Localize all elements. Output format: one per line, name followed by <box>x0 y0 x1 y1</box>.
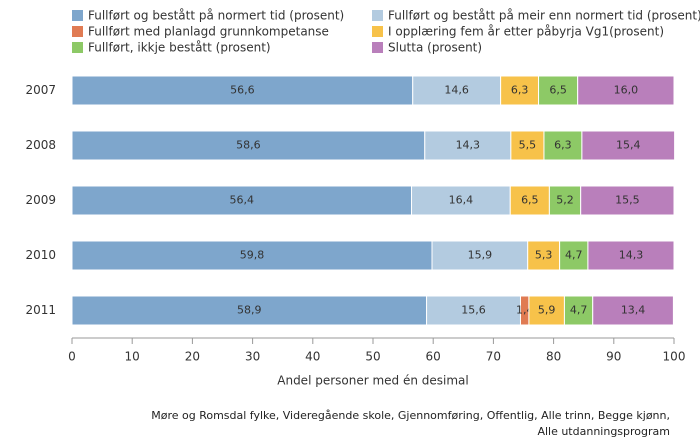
legend-label: Fullført med planlagd grunnkompetanse <box>88 25 329 39</box>
x-tick-label: 60 <box>426 350 441 364</box>
value-label: 6,3 <box>511 84 529 97</box>
bar-segment <box>426 295 521 326</box>
x-tick-label: 90 <box>606 350 621 364</box>
value-label: 5,2 <box>556 194 574 207</box>
legend-label: I opplæring fem år etter påbyrja Vg1(pro… <box>388 25 664 39</box>
bar-segment <box>581 130 676 161</box>
legend-swatch <box>72 42 83 53</box>
x-tick-label: 40 <box>305 350 320 364</box>
value-label: 58,6 <box>236 139 261 152</box>
value-label: 5,9 <box>538 304 556 317</box>
bar-segment <box>71 295 428 326</box>
legend-swatch <box>72 26 83 37</box>
value-label: 56,4 <box>230 194 255 207</box>
y-tick-label: 2010 <box>25 248 56 262</box>
value-label: 15,9 <box>468 249 493 262</box>
legend-label: Fullført og bestått på normert tid (pros… <box>88 9 344 23</box>
y-tick-label: 2011 <box>25 303 56 317</box>
y-tick-label: 2008 <box>25 138 56 152</box>
x-tick-label: 0 <box>68 350 76 364</box>
bar-segment <box>424 130 512 161</box>
x-tick-label: 30 <box>245 350 260 364</box>
bar-segment <box>538 75 579 106</box>
value-label: 15,4 <box>616 139 641 152</box>
value-label: 6,5 <box>549 84 567 97</box>
value-label: 58,9 <box>237 304 262 317</box>
y-tick-label: 2009 <box>25 193 56 207</box>
bar-segment <box>528 295 565 326</box>
value-label: 15,5 <box>615 194 640 207</box>
value-label: 6,5 <box>521 194 539 207</box>
value-label: 5,3 <box>535 249 553 262</box>
value-label: 14,3 <box>456 139 481 152</box>
legend-swatch <box>372 42 383 53</box>
bar-segment <box>71 75 414 106</box>
value-label: 16,4 <box>449 194 474 207</box>
legend-swatch <box>72 10 83 21</box>
value-label: 4,7 <box>570 304 588 317</box>
value-label: 5,5 <box>519 139 537 152</box>
bar-segment <box>527 240 561 271</box>
legend-label: Slutta (prosent) <box>388 41 482 55</box>
value-label: 14,3 <box>619 249 644 262</box>
value-label: 59,8 <box>240 249 265 262</box>
bar-segment <box>431 240 529 271</box>
bar-segment <box>577 75 675 106</box>
bar-segment <box>71 240 433 271</box>
value-label: 56,6 <box>230 84 255 97</box>
x-tick-label: 70 <box>486 350 501 364</box>
value-label: 13,4 <box>621 304 646 317</box>
bar-segment <box>509 185 550 216</box>
value-label: 4,7 <box>565 249 583 262</box>
value-label: 15,6 <box>461 304 486 317</box>
bar-segment <box>580 185 675 216</box>
bar-segment <box>543 130 583 161</box>
bar-segment <box>412 75 502 106</box>
x-axis-label: Andel personer med én desimal <box>277 374 469 388</box>
x-tick-label: 20 <box>185 350 200 364</box>
bar-segment <box>548 185 582 216</box>
value-label: 16,0 <box>614 84 639 97</box>
value-label: 6,3 <box>554 139 572 152</box>
bar-segment <box>500 75 540 106</box>
x-tick-label: 50 <box>365 350 380 364</box>
legend-swatch <box>372 26 383 37</box>
x-tick-label: 10 <box>125 350 140 364</box>
bar-segment <box>71 130 426 161</box>
bar-segment <box>587 240 675 271</box>
bar-segment <box>71 185 413 216</box>
source-note: Møre og Romsdal fylke, Videregående skol… <box>151 409 670 438</box>
legend-swatch <box>372 10 383 21</box>
legend-label: Fullført og bestått på meir enn normert … <box>388 9 700 23</box>
y-tick-label: 2007 <box>25 83 56 97</box>
x-tick-label: 100 <box>663 350 686 364</box>
x-tick-label: 80 <box>546 350 561 364</box>
legend-label: Fullført, ikkje bestått (prosent) <box>88 41 271 55</box>
value-label: 14,6 <box>444 84 469 97</box>
bar-segment <box>592 295 674 326</box>
